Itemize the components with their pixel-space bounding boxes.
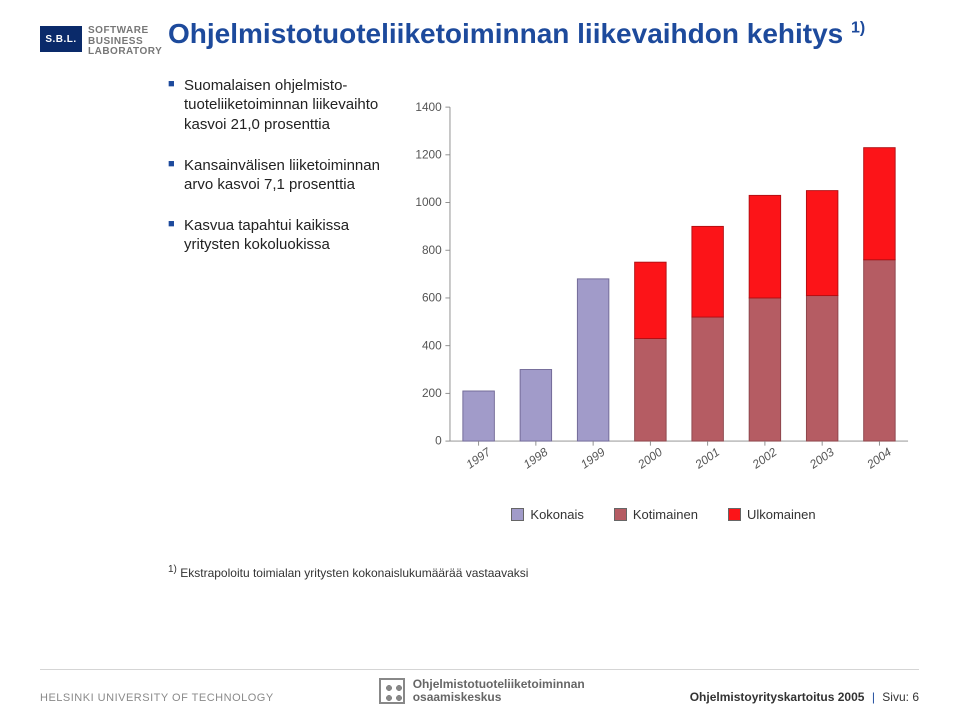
bullet-list: Suomalaisen ohjelmisto-tuoteliiketoiminn…	[168, 76, 388, 516]
legend-item: Ulkomainen	[728, 507, 816, 522]
slide: S.B.L. SOFTWARE BUSINESS LABORATORY Ohje…	[0, 0, 959, 718]
footer: HELSINKI UNIVERSITY OF TECHNOLOGY Ohjelm…	[40, 669, 919, 704]
legend-item: Kokonais	[511, 507, 583, 522]
svg-text:1997: 1997	[463, 445, 493, 472]
svg-text:2001: 2001	[692, 445, 722, 472]
bar-ulkomainen	[806, 191, 837, 296]
svg-text:0: 0	[435, 434, 442, 448]
svg-text:2000: 2000	[634, 445, 665, 472]
svg-text:1200: 1200	[415, 148, 442, 162]
bullet-item: Kansainvälisen liiketoiminnan arvo kasvo…	[168, 156, 388, 194]
title-superscript: 1)	[851, 20, 865, 37]
bar-kokonais	[520, 370, 551, 442]
bar-kokonais	[463, 391, 494, 441]
footer-page-label: Sivu:	[882, 690, 909, 704]
footnote: 1) Ekstrapoloitu toimialan yritysten kok…	[168, 564, 919, 580]
legend-swatch	[728, 508, 741, 521]
bar-kotimainen	[692, 317, 723, 441]
sbl-text: SOFTWARE BUSINESS LABORATORY	[88, 26, 162, 58]
bar-ulkomainen	[635, 262, 666, 338]
bullet-item: Suomalaisen ohjelmisto-tuoteliiketoiminn…	[168, 76, 388, 134]
bar-ulkomainen	[692, 227, 723, 318]
svg-text:600: 600	[422, 291, 442, 305]
revenue-chart: 0 200 400 600 800 1000 1200 1400 1997 1998 1999 200…	[408, 76, 919, 516]
legend-swatch	[511, 508, 524, 521]
footer-left: HELSINKI UNIVERSITY OF TECHNOLOGY	[40, 692, 274, 704]
chart-svg: 0 200 400 600 800 1000 1200 1400 1997 1998 1999 200…	[408, 76, 919, 516]
svg-text:1400: 1400	[415, 100, 442, 114]
bar-ulkomainen	[749, 196, 780, 299]
footnote-text: Ekstrapoloitu toimialan yritysten kokona…	[180, 566, 528, 580]
legend-label: Ulkomainen	[747, 507, 816, 522]
legend-label: Kokonais	[530, 507, 583, 522]
logo-line-1: SOFTWARE	[88, 26, 162, 37]
footer-right: Ohjelmistoyrityskartoitus 2005 | Sivu: 6	[690, 690, 919, 704]
svg-text:200: 200	[422, 386, 442, 400]
svg-text:2002: 2002	[749, 445, 780, 472]
bar-kokonais	[577, 279, 608, 441]
page-title: Ohjelmistotuoteliiketoiminnan liikevaihd…	[168, 18, 919, 50]
svg-text:2004: 2004	[863, 445, 894, 472]
svg-text:2003: 2003	[806, 445, 837, 472]
legend-item: Kotimainen	[614, 507, 698, 522]
svg-text:1000: 1000	[415, 195, 442, 209]
legend-label: Kotimainen	[633, 507, 698, 522]
bar-kotimainen	[864, 260, 895, 441]
logo-block: S.B.L. SOFTWARE BUSINESS LABORATORY	[40, 26, 162, 58]
bar-kotimainen	[806, 296, 837, 442]
footer-separator: |	[872, 690, 875, 704]
sbl-badge: S.B.L.	[40, 26, 82, 52]
legend-swatch	[614, 508, 627, 521]
svg-text:1998: 1998	[521, 445, 551, 472]
svg-text:800: 800	[422, 243, 442, 257]
bar-kotimainen	[635, 339, 666, 442]
footer-center-line-2: osaamiskeskus	[413, 691, 585, 704]
osaamiskeskus-icon	[379, 678, 405, 704]
bar-kotimainen	[749, 298, 780, 441]
chart-legend: Kokonais Kotimainen Ulkomainen	[408, 507, 919, 522]
svg-text:400: 400	[422, 339, 442, 353]
footnote-superscript: 1)	[168, 564, 177, 575]
footer-page-number: 6	[912, 690, 919, 704]
footer-center: Ohjelmistotuoteliiketoiminnan osaamiskes…	[379, 678, 585, 704]
logo-line-3: LABORATORY	[88, 47, 162, 58]
title-main: Ohjelmistotuoteliiketoiminnan liikevaihd…	[168, 18, 843, 49]
footer-center-text: Ohjelmistotuoteliiketoiminnan osaamiskes…	[413, 678, 585, 703]
bar-ulkomainen	[864, 148, 895, 260]
svg-text:1999: 1999	[578, 445, 608, 472]
footer-right-label: Ohjelmistoyrityskartoitus 2005	[690, 690, 865, 704]
bullet-item: Kasvua tapahtui kaikissa yritysten kokol…	[168, 216, 388, 254]
content-row: Suomalaisen ohjelmisto-tuoteliiketoiminn…	[168, 76, 919, 516]
